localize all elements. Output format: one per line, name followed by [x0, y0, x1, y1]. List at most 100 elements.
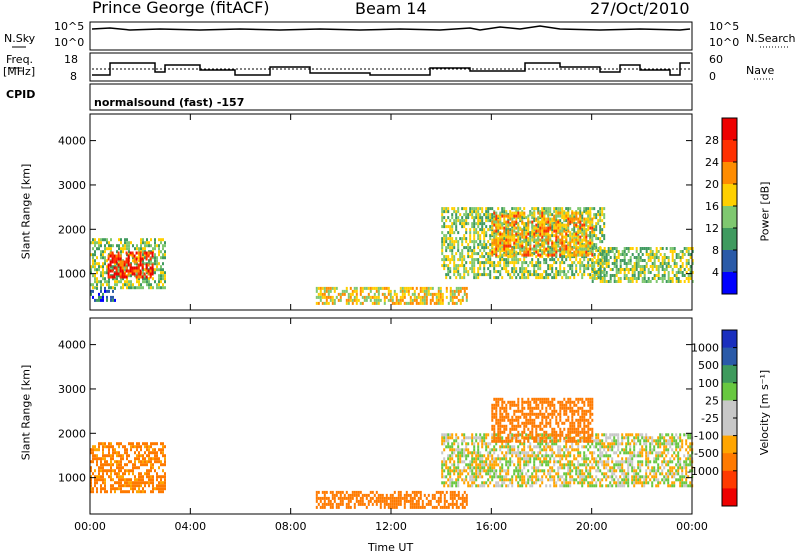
echo-cell: [615, 262, 618, 265]
echo-cell: [599, 210, 602, 214]
echo-cell: [487, 463, 490, 467]
echo-cell: [625, 445, 628, 449]
echo-cell: [679, 268, 682, 271]
echo-cell: [359, 490, 362, 494]
echo-cell: [653, 478, 656, 482]
echo-cell: [327, 286, 330, 290]
echo-cell: [138, 478, 140, 482]
echo-cell: [405, 301, 408, 305]
echo-cell: [519, 451, 522, 455]
echo-cell: [535, 472, 538, 476]
echo-cell: [463, 237, 466, 241]
echo-cell: [583, 253, 586, 257]
echo-cell: [463, 496, 466, 500]
echo-cell: [561, 211, 564, 215]
echo-cell: [140, 448, 142, 452]
echo-cell: [333, 493, 336, 497]
echo-cell: [681, 265, 684, 268]
echo-cell: [545, 445, 548, 449]
echo-cell: [547, 469, 550, 473]
echo-cell: [521, 220, 524, 224]
echo-cell: [655, 253, 658, 256]
echo-cell: [501, 451, 504, 455]
echo-cell: [449, 249, 452, 253]
echo-cell: [539, 463, 542, 467]
echo-cell: [627, 481, 630, 485]
echo-cell: [657, 451, 660, 455]
echo-cell: [437, 286, 440, 290]
echo-cell: [495, 472, 498, 476]
echo-cell: [497, 261, 500, 265]
echo-cell: [100, 298, 102, 302]
echo-cell: [138, 451, 140, 455]
echo-cell: [567, 481, 570, 485]
echo-cell: [130, 445, 132, 449]
echo-cell: [553, 223, 556, 227]
echo-cell: [575, 253, 578, 257]
echo-cell: [511, 229, 514, 233]
echo-cell: [563, 478, 566, 482]
echo-cell: [569, 466, 572, 470]
echo-cell: [112, 484, 114, 488]
echo-cell: [517, 475, 520, 479]
echo-cell: [669, 277, 672, 280]
echo-cell: [601, 231, 604, 235]
echo-cell: [539, 267, 542, 271]
echo-cell: [118, 274, 120, 278]
echo-cell: [477, 454, 480, 458]
echo-cell: [433, 505, 436, 509]
echo-cell: [625, 460, 628, 464]
echo-cell: [487, 207, 490, 211]
echo-cell: [473, 240, 476, 244]
echo-cell: [643, 478, 646, 482]
echo-cell: [595, 484, 598, 488]
echo-cell: [130, 241, 132, 245]
echo-cell: [607, 250, 610, 253]
echo-cell: [489, 270, 492, 274]
echo-cell: [100, 280, 102, 284]
echo-cell: [323, 505, 326, 509]
echo-cell: [571, 264, 574, 268]
echo-cell: [443, 484, 446, 488]
echo-cell: [112, 448, 114, 452]
echo-cell: [94, 277, 96, 281]
echo-cell: [671, 460, 674, 464]
echo-cell: [453, 439, 456, 443]
echo-cell: [621, 253, 624, 256]
echo-cell: [150, 451, 152, 455]
echo-cell: [411, 499, 414, 503]
echo-cell: [549, 217, 552, 221]
echo-cell: [112, 289, 114, 293]
echo-cell: [533, 451, 536, 455]
echo-cell: [489, 475, 492, 479]
echo-cell: [421, 289, 424, 293]
echo-cell: [395, 499, 398, 503]
echo-cell: [533, 445, 536, 449]
echo-cell: [487, 228, 490, 232]
echo-cell: [603, 433, 606, 437]
echo-cell: [327, 289, 330, 293]
echo-cell: [115, 269, 118, 273]
echo-cell: [347, 496, 350, 500]
echo-cell: [479, 255, 482, 259]
echo-cell: [627, 262, 630, 265]
echo-cell: [627, 247, 630, 250]
echo-cell: [653, 475, 656, 479]
echo-cell: [553, 481, 556, 485]
echo-cell: [575, 258, 578, 262]
echo-cell: [521, 472, 524, 476]
echo-cell: [581, 219, 584, 223]
echo-cell: [152, 481, 154, 485]
echo-cell: [561, 484, 564, 488]
echo-cell: [337, 496, 340, 500]
echo-cell: [104, 238, 106, 242]
echo-cell: [569, 276, 572, 280]
echo-cell: [451, 216, 454, 220]
echo-cell: [449, 295, 452, 299]
echo-cell: [623, 250, 626, 253]
echo-cell: [148, 481, 150, 485]
echo-cell: [579, 451, 582, 455]
echo-cell: [146, 241, 148, 245]
echo-cell: [111, 251, 114, 255]
